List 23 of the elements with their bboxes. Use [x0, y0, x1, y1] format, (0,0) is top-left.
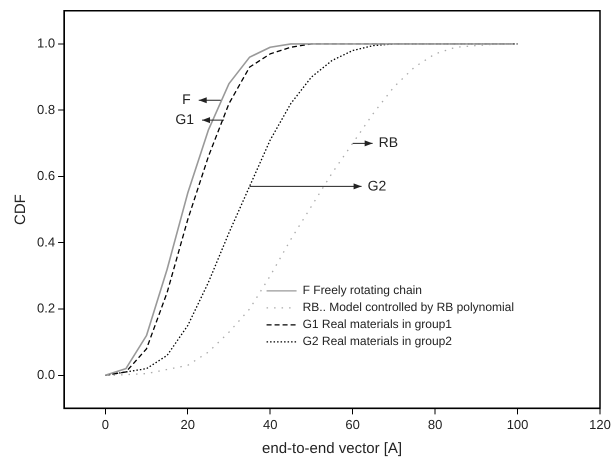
x-tick-label: 80	[428, 416, 442, 432]
x-axis-title: end-to-end vector [A]	[262, 440, 402, 458]
x-tick-label: 40	[262, 416, 278, 432]
y-axis-title: CDF	[12, 194, 30, 226]
annotation: G2	[368, 177, 386, 194]
y-tick-label: 0.0	[36, 366, 56, 382]
x-tick-label: 60	[345, 416, 360, 432]
annotation: G1	[175, 111, 194, 127]
y-tick-label: 0.8	[36, 102, 56, 117]
y-tick-label: 0.4	[36, 234, 56, 250]
y-tick-label: 0.6	[36, 168, 56, 184]
y-tick-label: 1.0	[36, 36, 56, 51]
legend-label: F Freely rotating chain	[302, 283, 422, 298]
x-tick-label: 100	[506, 416, 528, 432]
annotation: RB	[378, 134, 398, 150]
x-tick-label: 120	[589, 416, 611, 432]
annotation: F	[182, 91, 191, 108]
x-tick-label: 20	[180, 416, 195, 432]
legend-label: G2 Real materials in group2	[302, 334, 452, 348]
legend-label: RB.. Model controlled by RB polynomial	[302, 300, 514, 314]
y-tick-label: 0.2	[36, 300, 56, 316]
x-tick-label: 0	[102, 416, 109, 432]
legend-label: G1 Real materials in group1	[302, 317, 452, 332]
